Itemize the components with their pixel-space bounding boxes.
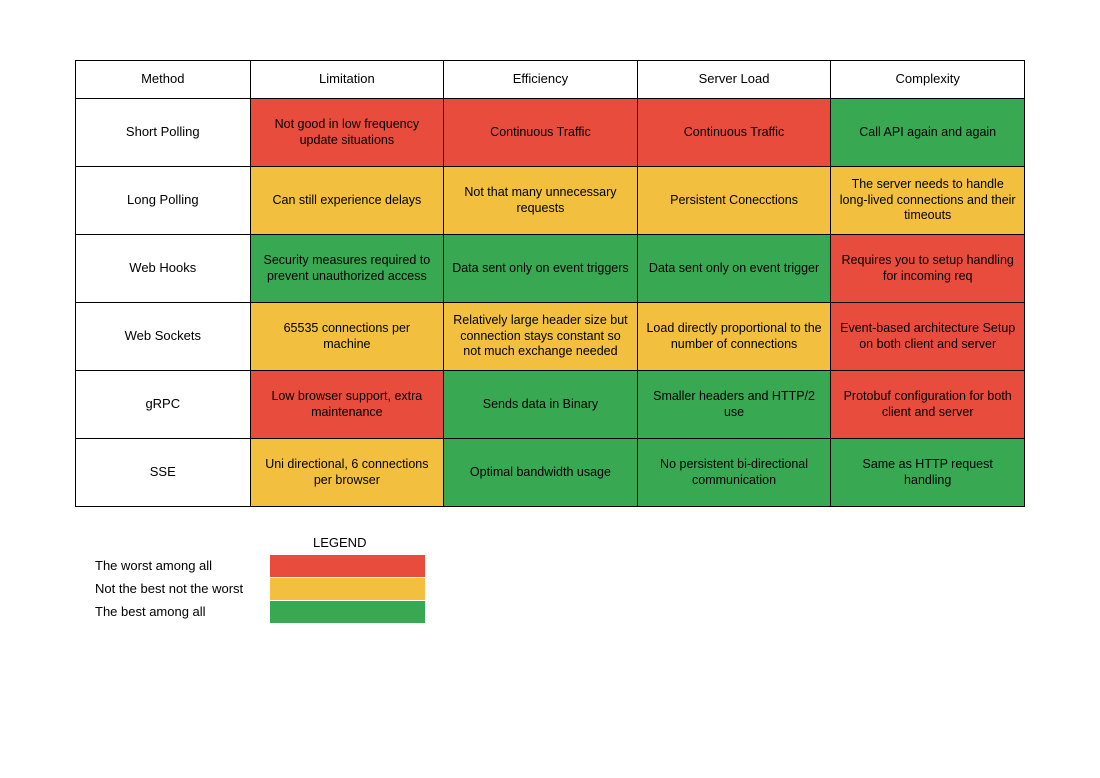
legend: LEGEND The worst among all Not the best n… — [95, 535, 1025, 623]
data-cell: Security measures required to prevent un… — [250, 235, 444, 303]
col-limitation: Limitation — [250, 61, 444, 99]
col-method: Method — [76, 61, 251, 99]
legend-swatch — [270, 555, 425, 577]
col-efficiency: Efficiency — [444, 61, 638, 99]
method-cell: gRPC — [76, 371, 251, 439]
page: Method Limitation Efficiency Server Load… — [0, 0, 1100, 623]
col-server-load: Server Load — [637, 61, 831, 99]
data-cell: Continuous Traffic — [444, 99, 638, 167]
table-row: Short PollingNot good in low frequency u… — [76, 99, 1025, 167]
table-body: Short PollingNot good in low frequency u… — [76, 99, 1025, 507]
legend-label: The best among all — [95, 604, 270, 619]
data-cell: Event-based architecture Setup on both c… — [831, 303, 1025, 371]
table-row: SSEUni directional, 6 connections per br… — [76, 439, 1025, 507]
data-cell: 65535 connections per machine — [250, 303, 444, 371]
legend-title: LEGEND — [313, 535, 1025, 550]
table-header-row: Method Limitation Efficiency Server Load… — [76, 61, 1025, 99]
data-cell: Protobuf configuration for both client a… — [831, 371, 1025, 439]
legend-swatch — [270, 601, 425, 623]
data-cell: Requires you to setup handling for incom… — [831, 235, 1025, 303]
method-cell: Web Hooks — [76, 235, 251, 303]
legend-swatch — [270, 578, 425, 600]
data-cell: Data sent only on event triggers — [444, 235, 638, 303]
method-cell: Web Sockets — [76, 303, 251, 371]
data-cell: Load directly proportional to the number… — [637, 303, 831, 371]
legend-row: The worst among all — [95, 554, 1025, 577]
table-row: Long PollingCan still experience delaysN… — [76, 167, 1025, 235]
data-cell: Sends data in Binary — [444, 371, 638, 439]
data-cell: Persistent Conecctions — [637, 167, 831, 235]
data-cell: Relatively large header size but connect… — [444, 303, 638, 371]
data-cell: Low browser support, extra maintenance — [250, 371, 444, 439]
legend-row: The best among all — [95, 600, 1025, 623]
comparison-table: Method Limitation Efficiency Server Load… — [75, 60, 1025, 507]
legend-label: Not the best not the worst — [95, 581, 270, 596]
data-cell: Not that many unnecessary requests — [444, 167, 638, 235]
method-cell: SSE — [76, 439, 251, 507]
data-cell: Data sent only on event trigger — [637, 235, 831, 303]
table-row: Web Sockets65535 connections per machine… — [76, 303, 1025, 371]
data-cell: Same as HTTP request handling — [831, 439, 1025, 507]
data-cell: Optimal bandwidth usage — [444, 439, 638, 507]
data-cell: Uni directional, 6 connections per brows… — [250, 439, 444, 507]
data-cell: Call API again and again — [831, 99, 1025, 167]
table-header: Method Limitation Efficiency Server Load… — [76, 61, 1025, 99]
col-complexity: Complexity — [831, 61, 1025, 99]
data-cell: Continuous Traffic — [637, 99, 831, 167]
method-cell: Short Polling — [76, 99, 251, 167]
data-cell: The server needs to handle long-lived co… — [831, 167, 1025, 235]
legend-row: Not the best not the worst — [95, 577, 1025, 600]
data-cell: Not good in low frequency update situati… — [250, 99, 444, 167]
method-cell: Long Polling — [76, 167, 251, 235]
table-row: Web HooksSecurity measures required to p… — [76, 235, 1025, 303]
data-cell: Can still experience delays — [250, 167, 444, 235]
data-cell: Smaller headers and HTTP/2 use — [637, 371, 831, 439]
legend-label: The worst among all — [95, 558, 270, 573]
data-cell: No persistent bi-directional communicati… — [637, 439, 831, 507]
table-row: gRPCLow browser support, extra maintenan… — [76, 371, 1025, 439]
